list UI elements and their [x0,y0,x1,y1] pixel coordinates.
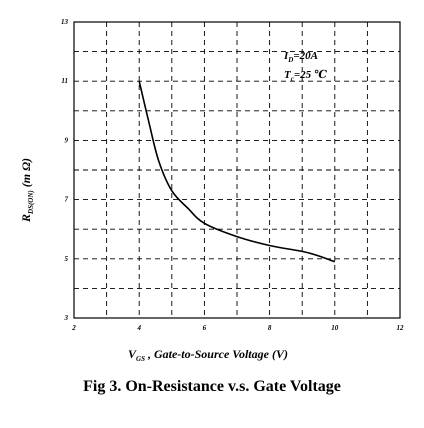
series-line-0 [138,81,336,263]
x-tick-label: 6 [203,324,207,332]
x-tick-label: 10 [331,324,339,332]
x-tick-label: 8 [268,324,272,332]
tick-labels: 2 4 6 8 10 12 3 5 7 9 11 13 [61,18,404,332]
x-tick-label: 2 [71,324,76,332]
y-tick-label: 9 [65,136,69,144]
grid [74,22,400,318]
figure-caption: Fig 3. On-Resistance v.s. Gate Voltage [83,378,341,395]
x-tick-label: 4 [136,324,141,332]
annotation-temperature: Tc=25 ℃ [284,69,328,83]
x-axis-title: VGS, Gate-to-Source Voltage (V) [128,347,288,363]
y-tick-label: 7 [65,196,69,204]
series-group [138,81,336,263]
y-tick-label: 3 [64,314,69,322]
x-tick-label: 12 [397,324,405,332]
y-axis-title: RDS(ON)(m Ω) [19,158,35,223]
y-tick-label: 5 [65,255,69,263]
plot-frame [73,21,401,319]
annotation-current: ID=20A [283,50,318,64]
y-tick-label: 13 [61,18,69,26]
chart: 2 4 6 8 10 12 3 5 7 9 11 13 ID=20A Tc=25 ℃ VGS, Gat… [19,18,404,363]
y-tick-label: 11 [61,77,68,85]
